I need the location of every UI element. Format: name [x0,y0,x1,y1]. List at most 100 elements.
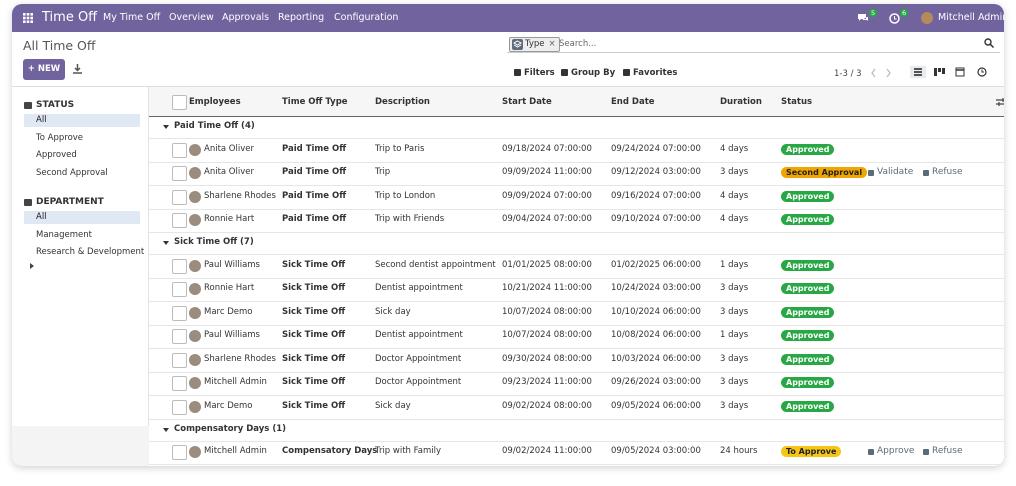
column-header[interactable]: Employees [189,97,241,107]
row-checkbox[interactable] [172,166,187,182]
facet-remove[interactable]: × [548,39,556,49]
row-checkbox[interactable] [172,352,187,368]
select-all-checkbox[interactable] [172,95,187,110]
cell-employee: Anita Oliver [204,167,254,178]
cell-type: Sick Time Off [282,400,346,411]
search-bar[interactable] [507,35,1000,53]
row-divider [149,348,1004,349]
row-checkbox[interactable] [172,305,187,321]
status-badge: Approved [781,306,835,318]
download-icon[interactable] [73,64,82,74]
avatar [189,167,201,180]
group-caret[interactable] [163,125,169,129]
cell-start: 09/09/2024 11:00:00 [502,167,592,178]
facet-icon [512,39,523,50]
menu-item[interactable]: Overview [169,12,214,23]
cell-start: 09/30/2024 08:00:00 [502,353,592,364]
cell-employee: Anita Oliver [204,143,254,154]
avatar [189,143,201,156]
action-button[interactable]: Validate [877,167,914,178]
cell-end: 10/24/2024 03:00:00 [611,283,701,294]
filter-option[interactable]: All [24,210,140,224]
menu-item[interactable]: My Time Off [103,12,161,23]
cell-start: 01/01/2025 08:00:00 [502,259,592,270]
chat-icon[interactable] [857,13,869,24]
filter-button[interactable]: Group By [571,68,616,78]
cell-description: Trip [375,167,391,178]
group-header[interactable]: Compensatory Days (1) [174,423,286,434]
cell-duration: 1 days [720,330,749,341]
action-button[interactable]: Approve [877,446,915,457]
app-name[interactable]: Time Off [42,10,98,25]
filter-icon [561,69,568,76]
filter-option[interactable]: Approved [36,150,77,161]
avatar [189,377,201,390]
pager-arrows[interactable] [870,68,894,78]
filter-option[interactable]: Research & Development [36,247,145,258]
filter-option[interactable]: All [24,114,140,127]
user-avatar[interactable] [921,12,933,24]
row-checkbox[interactable] [172,142,187,158]
row-divider [149,138,1004,139]
menu-item[interactable]: Configuration [334,12,399,23]
status-badge: Approved [781,214,835,226]
cell-employee: Sharlene Rhodes [204,353,276,364]
filter-button[interactable]: Filters [524,68,555,78]
cell-type: Paid Time Off [282,143,347,154]
filter-option[interactable]: Second Approval [36,168,108,179]
menu-item[interactable]: Approvals [222,12,270,23]
column-header[interactable]: Status [781,97,813,107]
cell-description: Sick day [375,400,411,411]
activity-icon[interactable] [889,13,900,24]
new-button[interactable]: + NEW [23,59,65,80]
row-checkbox[interactable] [172,213,187,229]
column-header[interactable]: End Date [611,97,655,107]
row-checkbox[interactable] [172,376,187,392]
row-divider [149,185,1004,186]
row-checkbox[interactable] [172,399,187,415]
action-button[interactable]: Refuse [932,446,963,457]
view-switcher[interactable] [910,66,990,78]
row-checkbox[interactable] [172,329,187,345]
search-icon[interactable] [984,38,994,48]
cell-employee: Paul Williams [204,330,260,341]
user-name[interactable]: Mitchell Admin [938,12,1004,23]
cell-description: Trip to Paris [375,143,425,154]
filter-option[interactable]: Management [36,229,92,240]
cell-end: 10/10/2024 06:00:00 [611,306,701,317]
cell-description: Second dentist appointment [375,259,496,270]
group-header[interactable]: Paid Time Off (4) [174,121,255,131]
menu-item[interactable]: Reporting [278,12,325,23]
search-input[interactable]: Search... [559,39,597,49]
filter-button[interactable]: Favorites [633,68,678,78]
avatar [189,353,201,366]
avatar [189,283,201,296]
optional-columns-toggle[interactable] [996,97,1004,107]
column-header[interactable]: Description [375,97,430,107]
group-header[interactable]: Sick Time Off (7) [174,237,254,247]
column-header[interactable]: Duration [720,97,762,107]
cell-description: Trip to London [375,190,436,201]
action-icon [923,170,929,177]
status-badge: To Approve [781,446,842,458]
group-caret[interactable] [163,427,169,432]
cell-end: 10/08/2024 06:00:00 [611,330,701,341]
row-checkbox[interactable] [172,445,187,461]
group-caret[interactable] [163,241,169,245]
expand-caret[interactable] [30,263,34,269]
column-header[interactable]: Start Date [502,97,552,107]
filter-option[interactable]: To Approve [36,132,84,143]
row-checkbox[interactable] [172,258,187,274]
apps-icon[interactable] [23,13,33,23]
column-header[interactable]: Time Off Type [282,97,348,107]
search-facet[interactable]: Type × [509,37,560,52]
cell-start: 09/09/2024 07:00:00 [502,190,592,201]
action-button[interactable]: Refuse [932,167,963,178]
row-checkbox[interactable] [172,282,187,298]
cell-duration: 3 days [720,400,749,411]
cell-duration: 4 days [720,143,749,154]
row-divider [149,254,1004,255]
cell-type: Sick Time Off [282,283,346,294]
row-checkbox[interactable] [172,189,187,205]
control-panel: All Time Off Type × Search... + NEW 1-3 /… [12,32,1004,87]
